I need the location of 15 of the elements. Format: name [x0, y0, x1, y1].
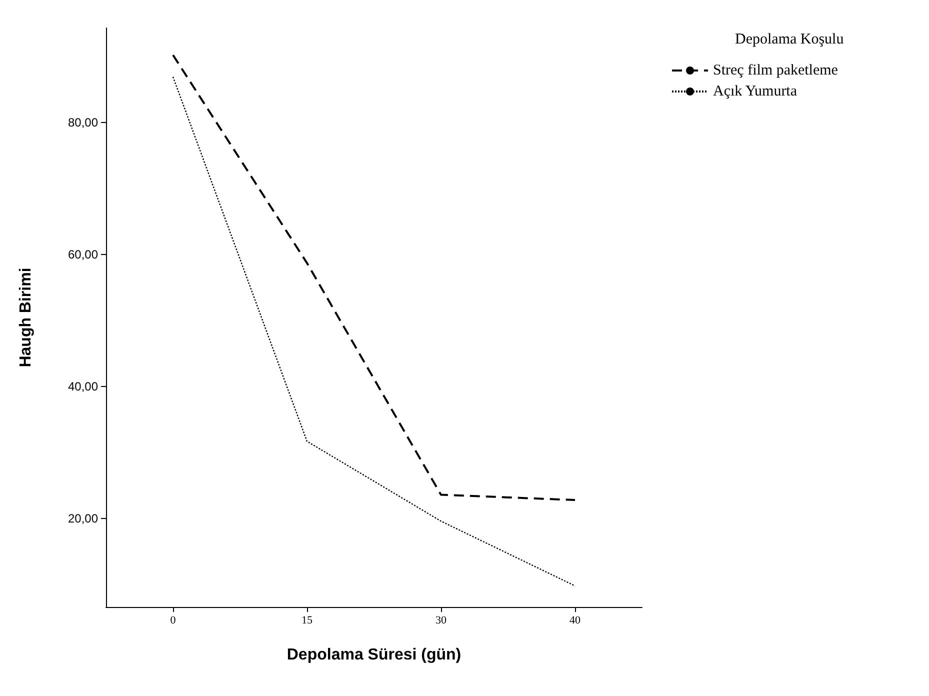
y-tick-label: 20,00	[68, 512, 98, 526]
y-axis-title: Haugh Birimi	[18, 268, 34, 368]
y-tick-label: 80,00	[68, 115, 98, 130]
line-series	[172, 54, 576, 502]
x-axis-title: Depolama Süresi (gün)	[286, 646, 462, 664]
x-tick-label: 0	[170, 614, 176, 626]
legend-title: Depolama Koşulu	[735, 32, 844, 48]
legend-label: Açık Yumurta	[713, 84, 798, 100]
x-tick-label: 40	[570, 614, 581, 626]
x-tick-label: 30	[436, 614, 447, 626]
legend-label: Streç film paketleme	[713, 62, 838, 78]
y-tick-label: 60,00	[68, 247, 98, 262]
y-tick-label: 40,00	[68, 379, 98, 394]
line-series	[172, 76, 576, 586]
x-tick-label: 15	[302, 614, 313, 626]
